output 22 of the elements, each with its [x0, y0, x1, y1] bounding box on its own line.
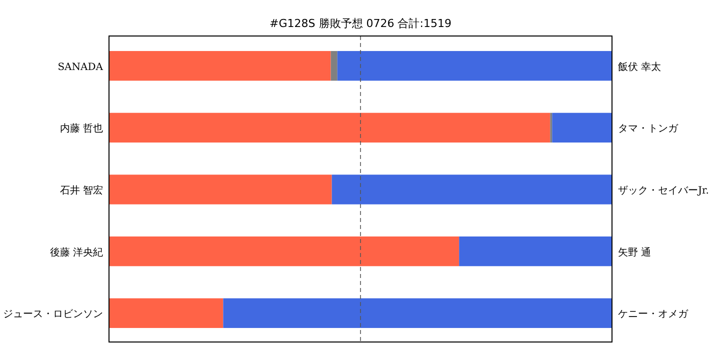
bar: [109, 51, 331, 81]
bar: [332, 174, 612, 204]
y-tick-label: 後藤 洋央紀: [50, 246, 103, 258]
y-tick-label: 内藤 哲也: [60, 122, 103, 135]
bar: [330, 51, 338, 81]
y2-tick-label: 矢野 通: [618, 246, 652, 258]
bar: [109, 174, 332, 204]
bar: [109, 112, 550, 143]
y2-tick-label: タマ・トンガ: [618, 124, 679, 135]
y2-tick-label: ケニー・オメガ: [618, 309, 689, 320]
chart-title: #G128S 勝敗予想 0726 合計:1519: [270, 17, 452, 30]
y2-tick-label: ザック・セイバーJr.: [618, 186, 709, 196]
bar: [459, 236, 612, 266]
y2-tick-label: 飯伏 幸太: [618, 60, 662, 73]
y-tick-label: 石井 智宏: [60, 184, 103, 196]
bar: [109, 298, 224, 328]
bar: [337, 51, 612, 81]
y-tick-label: SANADA: [58, 62, 104, 73]
bar: [109, 236, 460, 266]
bar: [552, 112, 612, 143]
y-tick-label: ジュース・ロビンソン: [3, 309, 103, 320]
bar: [223, 298, 612, 328]
